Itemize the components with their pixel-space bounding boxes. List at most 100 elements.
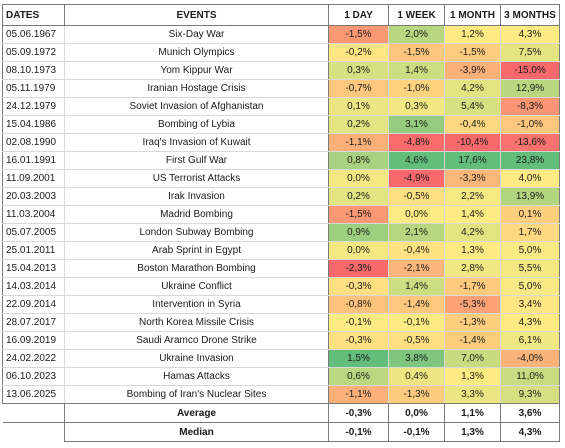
event-cell: Hamas Attacks: [64, 367, 329, 386]
event-cell: Munich Olympics: [64, 43, 329, 62]
date-cell: 25.01.2011: [2, 241, 65, 260]
date-cell: 20.03.2003: [2, 187, 65, 206]
event-cell: Madrid Bombing: [64, 205, 329, 224]
event-cell: Ukraine Invasion: [64, 349, 329, 368]
return-3-months-cell: -4,0%: [500, 349, 560, 368]
return-1-month-cell: 1,3%: [444, 241, 501, 260]
event-cell: Iraq's Invasion of Kuwait: [64, 133, 329, 152]
return-1-day-cell: 0,8%: [328, 151, 389, 170]
date-cell: 11.09.2001: [2, 169, 65, 188]
event-cell: Arab Sprint in Egypt: [64, 241, 329, 260]
date-cell: 05.09.1972: [2, 43, 65, 62]
return-1-month-cell: -3,3%: [444, 169, 501, 188]
return-3-months-cell: 5,0%: [500, 241, 560, 260]
summary-3-months-cell: 3,6%: [500, 403, 560, 423]
date-cell: 05.06.1967: [2, 25, 65, 44]
return-1-month-cell: -5,3%: [444, 295, 501, 314]
event-cell: First Gulf War: [64, 151, 329, 170]
table-row: 08.10.1973 Yom Kippur War 0,3% 1,4% -3,9% -15…: [2, 61, 560, 80]
return-3-months-cell: 23,8%: [500, 151, 560, 170]
table-row: 02.08.1990 Iraq's Invasion of Kuwait -1,1%…: [2, 133, 560, 152]
return-1-month-cell: 1,3%: [444, 367, 501, 386]
header-row: DATES EVENTS 1 DAY 1 WEEK 1 MONTH 3 MONT…: [2, 4, 560, 26]
event-cell: Irak Invasion: [64, 187, 329, 206]
return-1-week-cell: -0,4%: [388, 241, 445, 260]
table-row: 11.03.2004 Madrid Bombing -1,5% 0,0% 1,4% 0,1…: [2, 205, 560, 224]
return-3-months-cell: 13,9%: [500, 187, 560, 206]
summary-label: Average: [64, 403, 329, 423]
event-cell: Iranian Hostage Crisis: [64, 79, 329, 98]
return-1-day-cell: 0,2%: [328, 115, 389, 134]
return-1-week-cell: 0,3%: [388, 97, 445, 116]
return-1-week-cell: 3,8%: [388, 349, 445, 368]
return-3-months-cell: 12,9%: [500, 79, 560, 98]
return-1-week-cell: 0,0%: [388, 205, 445, 224]
event-cell: Saudi Aramco Drone Strike: [64, 331, 329, 350]
return-1-day-cell: -0,1%: [328, 313, 389, 332]
table-row: 05.09.1972 Munich Olympics -0,2% -1,5% -1,5%…: [2, 43, 560, 62]
return-3-months-cell: 4,0%: [500, 169, 560, 188]
date-cell: 16.09.2019: [2, 331, 65, 350]
return-1-week-cell: -1,3%: [388, 385, 445, 404]
event-cell: Ukraine Conflict: [64, 277, 329, 296]
date-cell: 13.06.2025: [2, 385, 65, 404]
date-cell: 14.03.2014: [2, 277, 65, 296]
table-row: 05.11.1979 Iranian Hostage Crisis -0,7% -1,…: [2, 79, 560, 98]
return-1-week-cell: 2,1%: [388, 223, 445, 242]
return-1-month-cell: 17,6%: [444, 151, 501, 170]
summary-1-month-cell: 1,1%: [444, 403, 501, 423]
return-1-month-cell: -3,9%: [444, 61, 501, 80]
return-1-day-cell: -0,7%: [328, 79, 389, 98]
return-1-day-cell: -1,1%: [328, 133, 389, 152]
return-1-month-cell: -1,7%: [444, 277, 501, 296]
return-1-day-cell: -2,3%: [328, 259, 389, 278]
date-cell: 15.04.2013: [2, 259, 65, 278]
return-1-month-cell: -1,3%: [444, 313, 501, 332]
return-3-months-cell: 11,0%: [500, 367, 560, 386]
table-row: 11.09.2001 US Terrorist Attacks 0,0% -4,9% -…: [2, 169, 560, 188]
return-1-week-cell: 4,6%: [388, 151, 445, 170]
table-row: 22.09.2014 Intervention in Syria -0,8% -1,4…: [2, 295, 560, 314]
summary-1-day-cell: -0,3%: [328, 403, 389, 423]
table-row: 14.03.2014 Ukraine Conflict -0,3% 1,4% -1,7%…: [2, 277, 560, 296]
table-row: 25.01.2011 Arab Sprint in Egypt 0,0% -0,4% 1…: [2, 241, 560, 260]
return-3-months-cell: 6,1%: [500, 331, 560, 350]
summary-spacer: [2, 403, 65, 423]
event-cell: Intervention in Syria: [64, 295, 329, 314]
return-1-month-cell: 2,2%: [444, 187, 501, 206]
return-1-week-cell: 1,4%: [388, 61, 445, 80]
table-row: 28.07.2017 North Korea Missile Crisis -0,1…: [2, 313, 560, 332]
table-row: 24.02.2022 Ukraine Invasion 1,5% 3,8% 7,0% -4…: [2, 349, 560, 368]
return-3-months-cell: 4,3%: [500, 313, 560, 332]
event-cell: London Subway Bombing: [64, 223, 329, 242]
table-row: 06.10.2023 Hamas Attacks 0,6% 0,4% 1,3% 11,0%: [2, 367, 560, 386]
table-body: 05.06.1967 Six-Day War -1,5% 2,0% 1,2% 4,3% 05…: [2, 25, 560, 404]
event-cell: Soviet Invasion of Afghanistan: [64, 97, 329, 116]
event-cell: Boston Marathon Bombing: [64, 259, 329, 278]
return-1-day-cell: -1,5%: [328, 25, 389, 44]
summary-spacer: [2, 422, 65, 442]
header-1-week: 1 WEEK: [388, 4, 445, 26]
summary-row-median: Median -0,1% -0,1% 1,3% 4,3%: [2, 422, 560, 442]
return-1-week-cell: -1,4%: [388, 295, 445, 314]
return-1-month-cell: 3,3%: [444, 385, 501, 404]
return-1-day-cell: 0,0%: [328, 169, 389, 188]
return-3-months-cell: -13,6%: [500, 133, 560, 152]
return-1-day-cell: 0,1%: [328, 97, 389, 116]
return-1-month-cell: 5,4%: [444, 97, 501, 116]
return-1-day-cell: -0,3%: [328, 277, 389, 296]
date-cell: 05.07.2005: [2, 223, 65, 242]
return-3-months-cell: 9,3%: [500, 385, 560, 404]
table-row: 15.04.2013 Boston Marathon Bombing -2,3% -2…: [2, 259, 560, 278]
date-cell: 06.10.2023: [2, 367, 65, 386]
summary-1-month-cell: 1,3%: [444, 422, 501, 442]
return-1-month-cell: -1,5%: [444, 43, 501, 62]
return-3-months-cell: 0,1%: [500, 205, 560, 224]
date-cell: 22.09.2014: [2, 295, 65, 314]
return-1-week-cell: 2,0%: [388, 25, 445, 44]
return-1-day-cell: 0,2%: [328, 187, 389, 206]
return-1-week-cell: 0,4%: [388, 367, 445, 386]
return-1-week-cell: -4,9%: [388, 169, 445, 188]
header-1-day: 1 DAY: [328, 4, 389, 26]
return-1-month-cell: 1,4%: [444, 205, 501, 224]
